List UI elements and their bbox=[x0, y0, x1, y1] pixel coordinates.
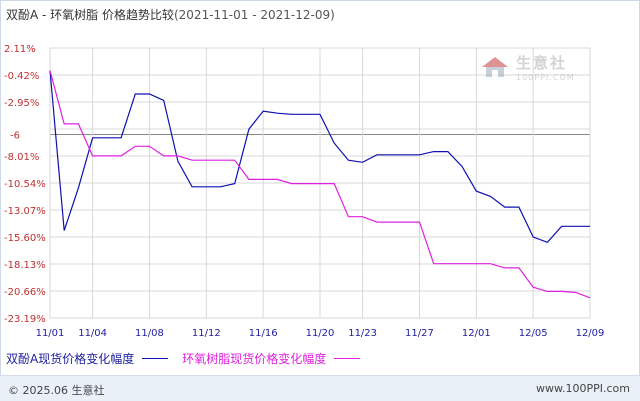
watermark-logo: 生意社 100PPI.COM bbox=[480, 52, 575, 82]
y-tick-label: -0.42% bbox=[4, 71, 39, 82]
watermark-url: 100PPI.COM bbox=[516, 73, 575, 82]
chart-title-main: 双酚A - 环氧树脂 价格趋势比较 bbox=[6, 8, 174, 22]
x-tick-label: 11/01 bbox=[36, 328, 65, 339]
x-tick-label: 12/09 bbox=[576, 328, 605, 339]
x-tick-label: 12/01 bbox=[462, 328, 491, 339]
axes: 2.11% -0.42% -2.95% -8.01% -10.54% -13.07% -15… bbox=[4, 44, 604, 339]
legend-item-series-b: 环氧树脂现货价格变化幅度 bbox=[182, 350, 361, 367]
x-tick-label: 12/05 bbox=[519, 328, 548, 339]
y-tick-label: -20.66% bbox=[4, 287, 46, 298]
x-tick-label: 11/20 bbox=[306, 328, 335, 339]
footer-url[interactable]: www.100PPI.com bbox=[536, 382, 630, 395]
x-tick-label: 11/08 bbox=[135, 328, 164, 339]
legend-label-series-a: 双酚A现货价格变化幅度 bbox=[6, 352, 135, 366]
house-logo-icon bbox=[482, 57, 508, 77]
y-tick-label: -2.95% bbox=[4, 98, 39, 109]
x-tick-label: 11/12 bbox=[192, 328, 221, 339]
watermark-brand: 生意社 bbox=[516, 54, 568, 72]
y-tick-label: -15.60% bbox=[4, 233, 46, 244]
y-tick-label: 2.11% bbox=[4, 44, 36, 55]
series-line-bpa bbox=[49, 70, 590, 244]
x-tick-label: 11/23 bbox=[348, 328, 377, 339]
y-tick-label: -18.13% bbox=[4, 260, 46, 271]
legend-label-series-b: 环氧树脂现货价格变化幅度 bbox=[182, 352, 327, 366]
y-tick-label: -10.54% bbox=[4, 179, 46, 190]
x-tick-label: 11/04 bbox=[78, 328, 107, 339]
chart-title: 双酚A - 环氧树脂 价格趋势比较(2021-11-01 - 2021-12-0… bbox=[6, 6, 335, 23]
y-tick-label: -13.07% bbox=[4, 206, 46, 217]
reference-line-label: -6 bbox=[10, 131, 20, 142]
x-tick-label: 11/27 bbox=[405, 328, 434, 339]
legend-swatch-series-b bbox=[334, 358, 361, 359]
legend-item-series-a: 双酚A现货价格变化幅度 bbox=[6, 350, 169, 367]
series-line-epoxy bbox=[49, 70, 591, 299]
chart-date-range: (2021-11-01 - 2021-12-09) bbox=[173, 8, 335, 22]
series-lines bbox=[49, 70, 591, 299]
y-tick-label: -23.19% bbox=[4, 314, 46, 325]
x-tick-label: 11/16 bbox=[249, 328, 278, 339]
footer-copyright: © 2025.06 生意社 bbox=[8, 384, 105, 397]
footer-bar: © 2025.06 生意社 www.100PPI.com bbox=[0, 375, 640, 401]
chart-legend: 双酚A现货价格变化幅度 环氧树脂现货价格变化幅度 bbox=[6, 350, 374, 367]
legend-swatch-series-a bbox=[142, 358, 169, 359]
y-tick-label: -8.01% bbox=[4, 152, 39, 163]
